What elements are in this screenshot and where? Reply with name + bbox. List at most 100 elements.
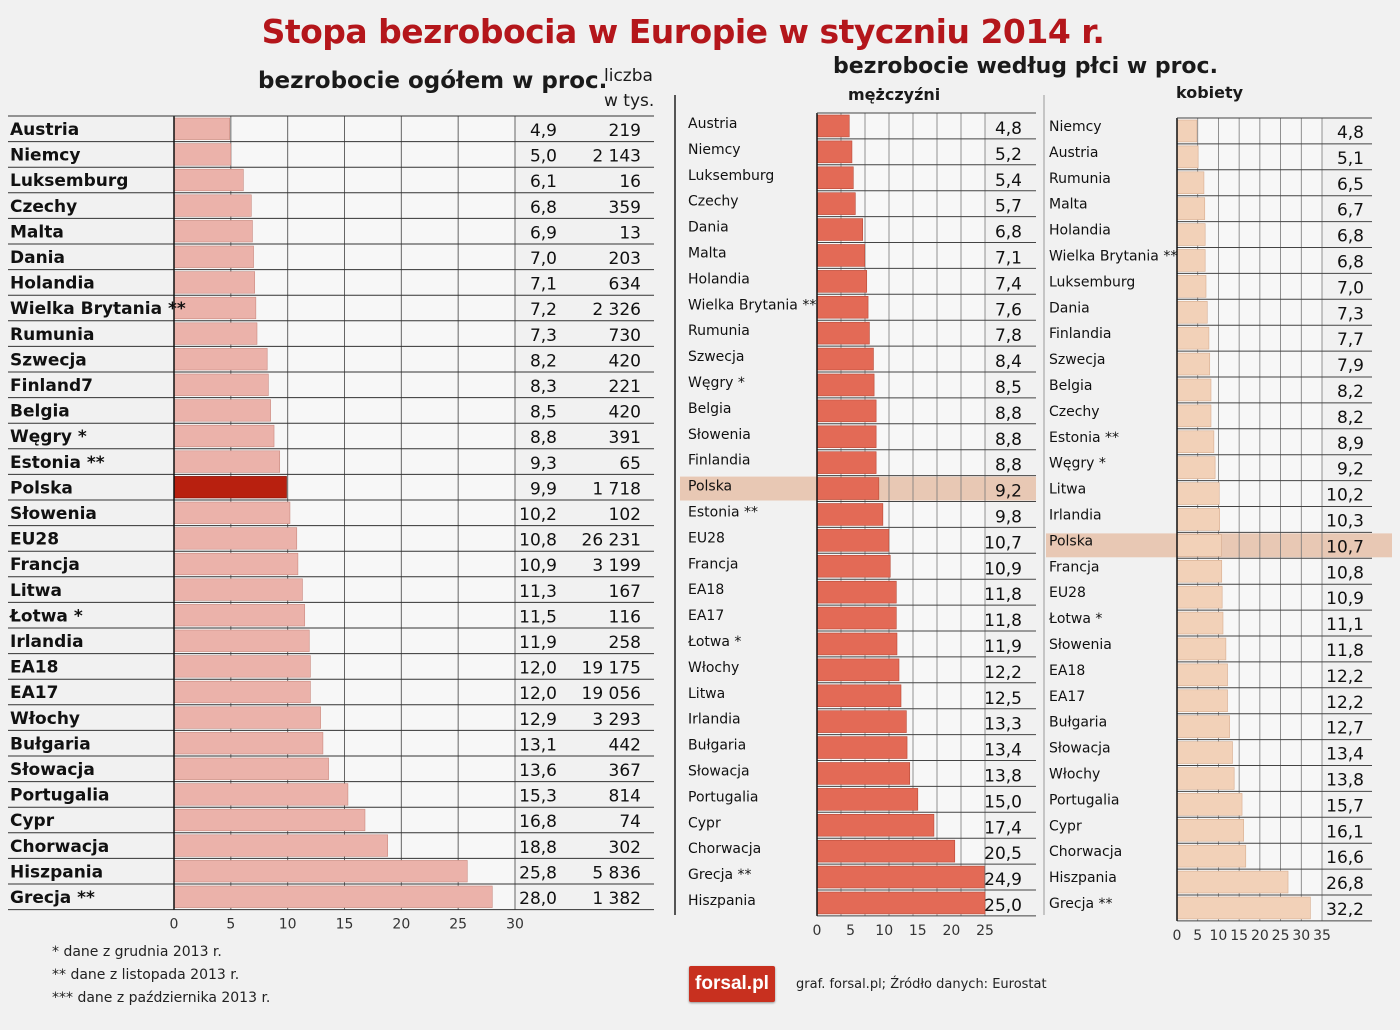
count-label: 391 [609, 428, 641, 448]
category-label-women: Szwecja [1049, 352, 1105, 368]
bar-women [1176, 715, 1230, 738]
bar-men [816, 658, 900, 682]
bar-total [173, 194, 252, 217]
x-tick-label-men: 5 [846, 923, 855, 939]
value-label-total: 9,9 [530, 479, 557, 499]
category-label-women: Wielka Brytania ** [1049, 249, 1177, 265]
category-label-total: Słowacja [10, 760, 95, 780]
value-label-men: 11,9 [984, 637, 1022, 657]
value-label-total: 6,9 [530, 223, 557, 243]
value-label-total: 10,9 [519, 556, 557, 576]
value-label-total: 11,9 [519, 633, 557, 653]
x-tick-label-total: 0 [170, 917, 179, 933]
count-label: 730 [609, 326, 641, 346]
x-tick-label-total: 20 [392, 917, 410, 933]
bar-men [816, 606, 897, 630]
panel-men-title: mężczyźni [848, 85, 941, 104]
value-label-women: 13,8 [1326, 771, 1364, 791]
bar-total [173, 450, 281, 473]
value-label-women: 10,9 [1326, 589, 1364, 609]
category-label-total: Finland7 [10, 376, 93, 396]
category-label-women: Słowacja [1049, 741, 1111, 757]
bar-men [816, 451, 877, 474]
count-label: 203 [609, 249, 641, 269]
x-tick-label-women: 20 [1251, 928, 1269, 944]
category-label-men: Hiszpania [688, 893, 756, 909]
bar-men [816, 762, 911, 785]
bar-men [816, 554, 891, 578]
count-label: 1 718 [592, 479, 641, 499]
category-label-men: Dania [688, 220, 729, 236]
value-label-women: 8,2 [1337, 382, 1364, 402]
bar-men [816, 529, 890, 552]
category-label-women: Portugalia [1049, 792, 1119, 808]
bar-total [173, 501, 291, 524]
forsal-logo[interactable]: forsal.pl [689, 966, 775, 1002]
category-label-women: Rumunia [1049, 171, 1111, 187]
category-label-men: Finlandia [688, 453, 751, 469]
category-label-women: Irlandia [1049, 508, 1102, 524]
category-label-women: Bułgaria [1049, 715, 1107, 731]
count-label: 634 [609, 275, 641, 295]
bar-women [1176, 249, 1206, 272]
category-label-total: EA18 [10, 658, 58, 678]
value-label-men: 11,8 [984, 585, 1022, 605]
bar-total [173, 552, 299, 576]
category-label-men: Irlandia [688, 712, 741, 728]
bar-men [816, 192, 856, 215]
value-label-women: 10,7 [1326, 537, 1364, 557]
source-note: graf. forsal.pl; Źródło danych: Eurostat [796, 977, 1047, 992]
footnote-december: * dane z grudnia 2013 r. [52, 944, 222, 960]
bar-total [173, 757, 329, 780]
category-label-women: Czechy [1049, 404, 1100, 420]
bar-women [1176, 275, 1207, 298]
bar-women [1176, 534, 1222, 557]
value-label-women: 12,2 [1326, 693, 1364, 713]
bar-women [1176, 508, 1220, 531]
category-label-women: Chorwacja [1049, 844, 1122, 860]
category-label-total: Grecja ** [10, 888, 95, 908]
bar-women [1176, 844, 1247, 868]
category-label-men: Francja [688, 556, 738, 572]
value-label-men: 25,0 [984, 896, 1022, 916]
category-label-men: Słowenia [688, 427, 751, 443]
bar-total [173, 680, 311, 704]
value-label-men: 13,4 [984, 741, 1022, 761]
value-label-men: 12,2 [984, 663, 1022, 683]
bar-men [816, 477, 880, 500]
bar-men [816, 736, 908, 759]
category-label-total: Hiszpania [10, 862, 103, 882]
value-label-men: 15,0 [984, 792, 1022, 812]
count-header: liczba w tys. [604, 66, 655, 111]
category-label-men: Czechy [688, 194, 739, 210]
value-label-women: 8,9 [1337, 434, 1364, 454]
bar-women [1176, 326, 1210, 350]
bar-women [1176, 559, 1223, 583]
category-label-women: Słowenia [1049, 637, 1112, 653]
category-label-men: Rumunia [688, 323, 750, 339]
category-label-men: Grecja ** [688, 867, 752, 883]
count-label: 221 [609, 377, 641, 397]
category-label-total: Irlandia [10, 632, 84, 652]
value-label-total: 8,2 [530, 351, 557, 371]
category-label-men: EA18 [688, 582, 724, 598]
category-label-men: Polska [688, 479, 732, 495]
category-label-men: Litwa [688, 686, 725, 702]
category-label-women: Estonia ** [1049, 430, 1119, 446]
category-label-women: Austria [1049, 145, 1098, 161]
count-label: 19 056 [582, 684, 641, 704]
category-label-women: EA18 [1049, 663, 1085, 679]
bar-total [173, 168, 244, 192]
value-label-men: 9,8 [995, 508, 1022, 528]
value-label-women: 12,7 [1326, 719, 1364, 739]
count-label: 65 [619, 454, 641, 474]
bar-men [816, 788, 919, 811]
footnote-october: *** dane z października 2013 r. [52, 990, 271, 1006]
bar-total [173, 578, 303, 601]
count-label: 5 836 [592, 863, 641, 883]
value-label-total: 12,0 [519, 659, 557, 679]
category-label-women: EA17 [1049, 689, 1085, 705]
bar-men [816, 295, 869, 319]
category-label-women: Cypr [1049, 818, 1082, 834]
value-label-total: 7,2 [530, 300, 557, 320]
